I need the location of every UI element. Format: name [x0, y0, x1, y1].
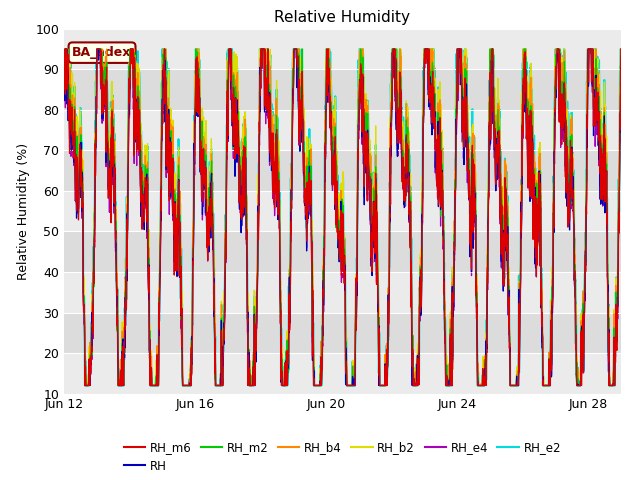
- RH: [60, 56, 68, 62]
- Bar: [64, 191, 621, 231]
- RH_e2: [601, 166, 609, 172]
- RH_b4: [81, 383, 89, 388]
- RH_e4: [332, 132, 339, 137]
- RH_e4: [89, 336, 97, 342]
- RH_b2: [601, 151, 609, 156]
- Bar: [64, 231, 621, 272]
- Bar: [64, 69, 621, 110]
- Bar: [64, 272, 621, 312]
- RH_m2: [81, 383, 89, 388]
- RH_b2: [617, 46, 625, 52]
- Bar: [64, 312, 621, 353]
- Line: RH_m2: RH_m2: [64, 49, 621, 385]
- RH_e2: [601, 152, 609, 158]
- RH_b2: [60, 46, 68, 52]
- RH_b2: [601, 174, 609, 180]
- RH: [617, 54, 625, 60]
- Legend: RH_m6, RH, RH_m2, RH_b4, RH_b2, RH_e4, RH_e2: RH_m6, RH, RH_m2, RH_b4, RH_b2, RH_e4, R…: [119, 436, 566, 477]
- RH_m6: [602, 136, 609, 142]
- RH_e4: [61, 46, 69, 52]
- Line: RH_b4: RH_b4: [64, 49, 621, 385]
- Text: BA_adex: BA_adex: [72, 46, 132, 59]
- RH: [332, 139, 339, 144]
- RH_b4: [331, 181, 339, 187]
- Y-axis label: Relative Humidity (%): Relative Humidity (%): [17, 143, 29, 280]
- RH_m2: [601, 196, 609, 202]
- RH_e2: [316, 363, 324, 369]
- RH_e4: [499, 240, 507, 246]
- RH: [499, 241, 507, 247]
- RH_m2: [60, 47, 68, 53]
- RH_m2: [617, 46, 625, 52]
- RH_b4: [601, 175, 609, 181]
- RH_b4: [601, 155, 609, 161]
- Bar: [64, 110, 621, 150]
- RH_m6: [81, 383, 89, 388]
- RH_e2: [60, 46, 68, 52]
- RH_m6: [499, 236, 507, 242]
- RH_e2: [617, 46, 625, 52]
- RH_m6: [61, 46, 69, 52]
- RH_m6: [89, 331, 97, 336]
- Line: RH_e4: RH_e4: [64, 49, 621, 385]
- Bar: [64, 353, 621, 394]
- RH_b4: [316, 370, 324, 375]
- RH_e4: [60, 71, 68, 77]
- RH_e4: [617, 47, 625, 52]
- RH_m2: [602, 136, 609, 142]
- RH_m6: [617, 46, 625, 52]
- Line: RH: RH: [64, 49, 621, 385]
- RH_e4: [602, 144, 609, 149]
- RH_b2: [316, 365, 324, 371]
- RH_e2: [89, 280, 97, 286]
- Line: RH_m6: RH_m6: [64, 49, 621, 385]
- Line: RH_e2: RH_e2: [64, 49, 621, 385]
- RH_e4: [317, 383, 324, 388]
- RH_b4: [60, 46, 68, 52]
- RH_e4: [81, 383, 89, 388]
- RH: [81, 383, 89, 388]
- RH: [602, 139, 609, 145]
- Bar: [64, 29, 621, 69]
- RH_m2: [89, 325, 97, 331]
- RH_m2: [332, 124, 339, 130]
- RH_b2: [499, 228, 506, 234]
- RH_m2: [499, 222, 507, 228]
- RH_m2: [61, 46, 69, 52]
- RH_b4: [617, 46, 625, 52]
- RH_e2: [331, 184, 339, 190]
- RH_e2: [499, 221, 506, 227]
- RH_e2: [81, 383, 89, 388]
- RH_m6: [332, 134, 339, 140]
- RH: [317, 383, 324, 388]
- RH_b4: [89, 294, 97, 300]
- Title: Relative Humidity: Relative Humidity: [275, 10, 410, 25]
- RH: [601, 210, 609, 216]
- Bar: [64, 150, 621, 191]
- RH_m6: [317, 383, 324, 388]
- RH_b4: [499, 240, 506, 246]
- RH: [61, 46, 69, 52]
- RH: [89, 325, 97, 331]
- RH_b2: [81, 383, 89, 388]
- Line: RH_b2: RH_b2: [64, 49, 621, 385]
- RH_m6: [601, 199, 609, 205]
- RH_m6: [60, 53, 68, 59]
- RH_e4: [601, 204, 609, 210]
- RH_b2: [331, 175, 339, 181]
- RH_b2: [89, 279, 97, 285]
- RH_m2: [317, 383, 324, 388]
